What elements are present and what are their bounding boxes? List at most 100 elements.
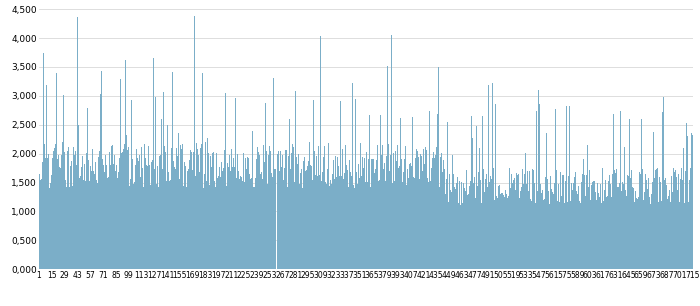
Bar	[387, 66, 388, 269]
Bar	[315, 175, 316, 269]
Bar	[71, 161, 72, 269]
Bar	[576, 191, 577, 269]
Bar	[575, 172, 576, 269]
Bar	[157, 166, 158, 269]
Bar	[666, 185, 667, 269]
Bar	[481, 203, 482, 269]
Bar	[340, 101, 341, 269]
Bar	[153, 58, 154, 269]
Bar	[292, 144, 293, 269]
Bar	[302, 188, 303, 269]
Bar	[208, 153, 209, 269]
Bar	[401, 159, 402, 269]
Bar	[363, 168, 365, 269]
Bar	[141, 147, 142, 269]
Bar	[619, 183, 620, 269]
Bar	[60, 168, 62, 269]
Bar	[595, 192, 596, 269]
Bar	[355, 99, 356, 269]
Bar	[95, 162, 96, 269]
Bar	[38, 145, 39, 269]
Bar	[212, 152, 214, 269]
Bar	[293, 147, 294, 269]
Bar	[200, 148, 202, 269]
Bar	[67, 151, 68, 269]
Bar	[347, 170, 348, 269]
Bar	[270, 151, 271, 269]
Bar	[219, 167, 220, 269]
Bar	[518, 174, 519, 269]
Bar	[659, 177, 660, 269]
Bar	[456, 183, 457, 269]
Bar	[440, 157, 441, 269]
Bar	[90, 166, 91, 269]
Bar	[72, 186, 74, 269]
Bar	[360, 176, 362, 269]
Bar	[545, 133, 547, 269]
Bar	[491, 83, 493, 269]
Bar	[288, 156, 289, 269]
Bar	[256, 159, 258, 269]
Bar	[323, 157, 324, 269]
Bar	[631, 187, 633, 269]
Bar	[548, 191, 550, 269]
Bar	[487, 187, 488, 269]
Bar	[458, 181, 460, 269]
Bar	[130, 179, 131, 269]
Bar	[593, 181, 594, 269]
Bar	[372, 159, 374, 269]
Bar	[48, 144, 50, 269]
Bar	[554, 183, 555, 269]
Bar	[514, 106, 515, 269]
Bar	[202, 73, 203, 269]
Bar	[154, 169, 155, 269]
Bar	[196, 143, 197, 269]
Bar	[411, 166, 412, 269]
Bar	[529, 171, 530, 269]
Bar	[214, 181, 215, 269]
Bar	[482, 116, 484, 269]
Bar	[408, 178, 409, 269]
Bar	[46, 85, 47, 269]
Bar	[555, 109, 556, 269]
Bar	[503, 147, 505, 269]
Bar	[102, 159, 103, 269]
Bar	[172, 72, 173, 269]
Bar	[573, 183, 574, 269]
Bar	[515, 190, 517, 269]
Bar	[133, 185, 134, 269]
Bar	[652, 132, 654, 269]
Bar	[175, 169, 176, 269]
Bar	[399, 166, 400, 269]
Bar	[658, 202, 659, 269]
Bar	[449, 188, 450, 269]
Bar	[170, 180, 172, 269]
Bar	[585, 196, 586, 269]
Bar	[276, 160, 277, 269]
Bar	[628, 176, 629, 269]
Bar	[314, 151, 315, 269]
Bar	[605, 180, 606, 269]
Bar	[111, 146, 112, 269]
Bar	[425, 147, 426, 269]
Bar	[152, 160, 153, 269]
Bar	[182, 144, 183, 269]
Bar	[405, 184, 407, 269]
Bar	[199, 147, 200, 269]
Bar	[389, 171, 390, 269]
Bar	[78, 125, 79, 269]
Bar	[220, 162, 222, 269]
Bar	[227, 163, 228, 269]
Bar	[149, 165, 150, 269]
Bar	[264, 162, 265, 269]
Bar	[390, 155, 391, 269]
Bar	[283, 180, 284, 269]
Bar	[134, 165, 136, 269]
Bar	[412, 118, 413, 269]
Bar	[625, 190, 626, 269]
Bar	[349, 160, 350, 269]
Bar	[252, 131, 253, 269]
Bar	[291, 153, 292, 269]
Bar	[580, 203, 581, 269]
Bar	[164, 152, 166, 269]
